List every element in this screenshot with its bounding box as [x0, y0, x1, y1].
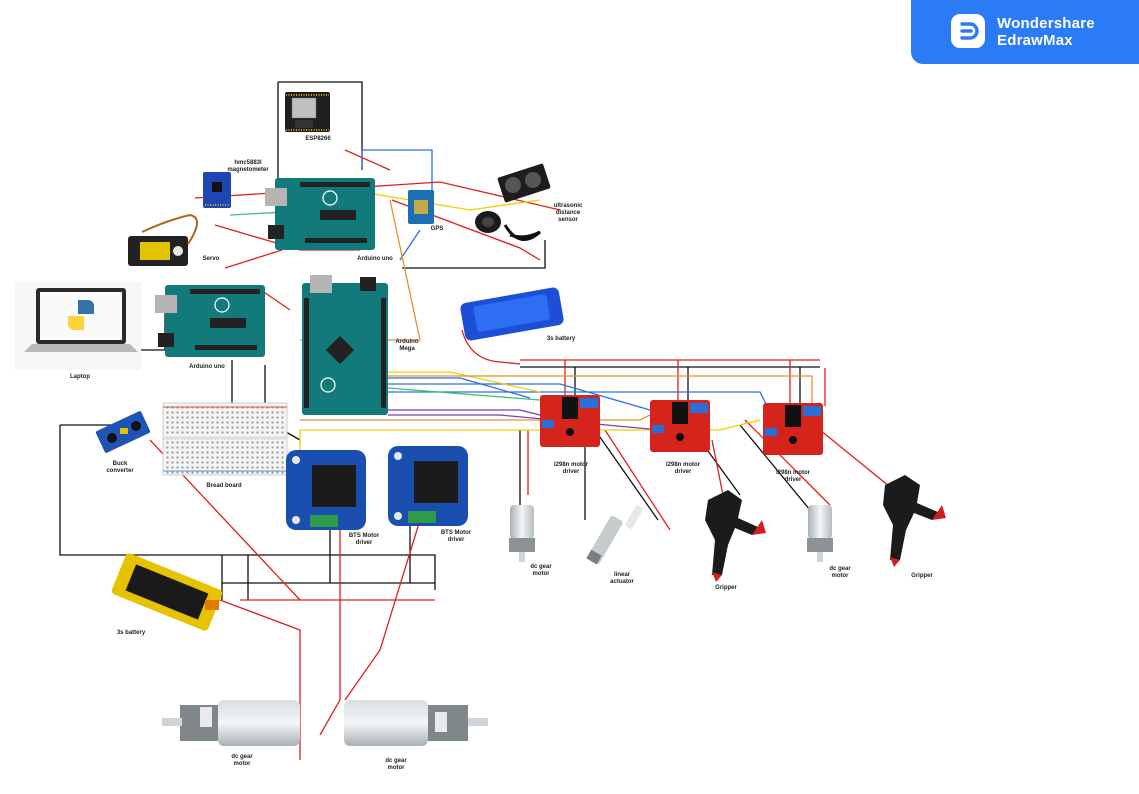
label-gps: GPS	[430, 226, 444, 232]
power-wire	[744, 419, 831, 506]
arduino-uno-top-board	[265, 178, 375, 250]
power-wire	[224, 249, 283, 269]
label-arduino-mega: Arduino Mega	[395, 339, 419, 352]
battery-3s-top	[460, 287, 564, 365]
signal-wire-orange	[388, 375, 813, 405]
label-dc-motor-1: dc gear motor	[530, 564, 552, 577]
signal-wire-yellow	[300, 419, 761, 431]
bts-motor-driver-1	[286, 450, 366, 530]
power-wire	[344, 519, 421, 701]
label-breadboard: Bread board	[206, 483, 242, 489]
linear-actuator	[586, 504, 644, 565]
power-wire	[391, 199, 541, 261]
arduino-mega-board	[302, 275, 388, 415]
signal-wire-blue	[399, 229, 421, 261]
ground-wire	[594, 429, 659, 521]
signal-wire-yellow	[388, 371, 541, 393]
dc-gear-motor-bottom-left	[162, 700, 300, 746]
label-l298n-driver-1: l298n motor driver	[553, 462, 588, 475]
battery-3s-bottom	[111, 553, 223, 631]
signal-wire-blue	[388, 377, 531, 399]
bts-motor-driver-2	[388, 446, 468, 526]
ultrasonic-sensor	[475, 163, 551, 241]
dc-gear-motor-bottom-right	[344, 700, 488, 746]
power-wire	[319, 520, 341, 736]
arduino-uno-left-board	[155, 285, 265, 357]
gps-module	[408, 190, 434, 224]
label-buck-converter: Buck converter	[106, 461, 134, 474]
label-laptop: Laptop	[70, 374, 90, 380]
label-servo: Servo	[202, 256, 220, 262]
edrawmax-logo-icon	[951, 14, 985, 48]
ground-wire	[402, 240, 546, 269]
gripper-2	[883, 475, 946, 567]
label-ultrasonic: ultrasonic distance sensor	[553, 203, 583, 223]
label-battery-3s-top: 3s battery	[546, 336, 576, 342]
label-battery-3s-bottom: 3s battery	[116, 630, 146, 636]
label-linear-actuator: linear actuator	[610, 572, 634, 585]
power-wire	[604, 429, 671, 531]
label-magnetometer: hmc5883l magnetometer	[227, 160, 269, 173]
label-gripper-1: Gripper	[715, 585, 737, 591]
l298n-driver-3	[763, 403, 823, 455]
label-arduino-uno-left: Arduino uno	[189, 364, 225, 370]
servo-motor	[128, 213, 198, 266]
signal-wire-blue	[388, 383, 651, 411]
label-bts-driver-2: BTS Motor driver	[440, 530, 472, 543]
ground-wire	[739, 424, 811, 511]
label-dc-motor-2: dc gear motor	[829, 566, 851, 579]
buck-converter	[95, 411, 151, 453]
signal-wire-purple	[388, 414, 661, 431]
l298n-driver-1	[540, 395, 600, 447]
dc-gear-motor-1	[509, 505, 535, 562]
laptop	[15, 282, 141, 370]
label-gripper-2: Gripper	[911, 573, 933, 579]
brand-name-line2: EdrawMax	[997, 32, 1073, 49]
label-l298n-driver-3: l298n motor driver	[775, 470, 810, 483]
esp8266-board	[285, 92, 330, 132]
label-bts-driver-1: BTS Motor driver	[348, 533, 380, 546]
label-arduino-uno-top: Arduino uno	[357, 256, 393, 262]
label-dc-motor-bottom-right: dc gear motor	[385, 758, 407, 771]
dc-gear-motor-2	[807, 505, 833, 562]
power-wire	[344, 149, 391, 171]
l298n-driver-2	[650, 400, 710, 452]
signal-wire-green	[387, 387, 541, 401]
label-esp8266: ESP8266	[305, 136, 331, 142]
breadboard	[162, 402, 288, 476]
edrawmax-brand-badge: Wondershare EdrawMax	[911, 0, 1139, 64]
label-l298n-driver-2: l298n motor driver	[665, 462, 700, 475]
magnetometer-board	[203, 172, 231, 208]
signal-wire-blue	[362, 149, 433, 200]
gripper-1	[705, 490, 766, 582]
ground-wire	[278, 81, 363, 170]
brand-name-line1: Wondershare	[997, 15, 1095, 32]
label-dc-motor-bottom-left: dc gear motor	[231, 754, 253, 767]
